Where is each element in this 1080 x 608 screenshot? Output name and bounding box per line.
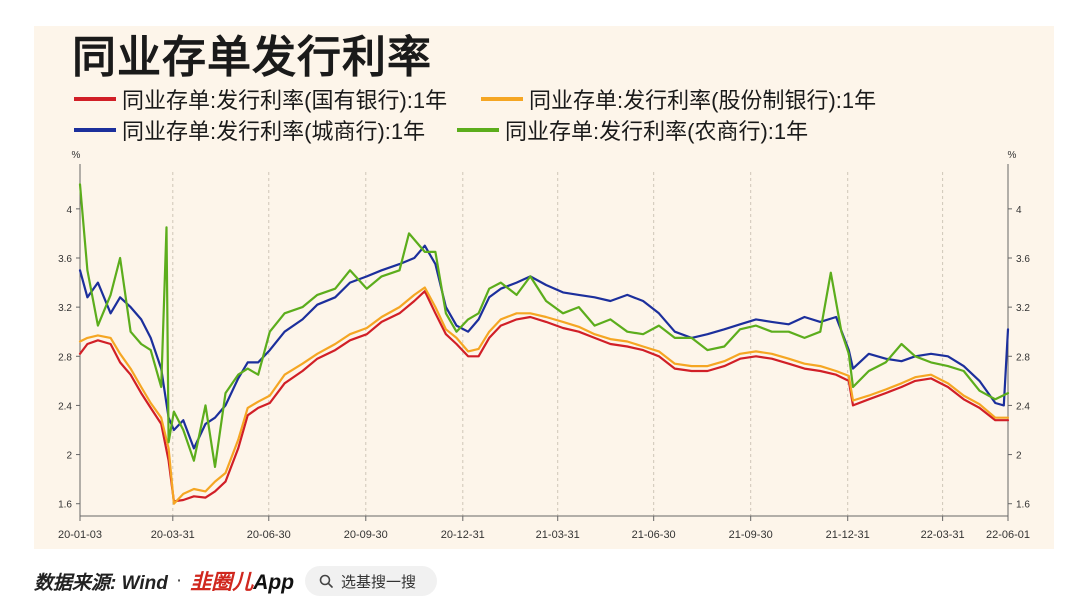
- search-placeholder: 选基搜一搜: [341, 573, 417, 591]
- x-tick-label: 20-01-03: [58, 529, 102, 541]
- brand-suffix: App: [253, 571, 295, 594]
- y-tick-label-right: 3.6: [1016, 254, 1030, 265]
- x-tick-label: 20-03-31: [151, 529, 195, 541]
- brand-logo: 韭圈儿App: [190, 566, 294, 596]
- search-icon: [319, 574, 333, 588]
- legend-item-joint-stock-banks: 同业存单:发行利率(股份制银行):1年: [481, 86, 877, 113]
- x-tick-label: 21-12-31: [826, 529, 870, 541]
- search-input[interactable]: 选基搜一搜: [305, 566, 437, 596]
- legend-swatch: [457, 128, 499, 132]
- legend-label: 同业存单:发行利率(城商行):1年: [122, 119, 426, 144]
- y-tick-label-right: 2.4: [1016, 401, 1030, 412]
- legend-swatch: [74, 97, 116, 101]
- y-tick-label-left: 2.4: [58, 401, 72, 412]
- x-tick-label: 21-03-31: [536, 529, 580, 541]
- chart-panel: [34, 26, 1054, 549]
- legend-label: 同业存单:发行利率(国有银行):1年: [122, 88, 448, 113]
- series-line-2: [78, 244, 1010, 450]
- line-chart: 20-01-03 20-03-31 20-06-30 20-09-30 20-12-31…: [58, 150, 1030, 541]
- y-tick-label-left: 3.2: [58, 303, 72, 314]
- x-tick-label: 20-09-30: [344, 529, 388, 541]
- y-tick-label-left: 3.6: [58, 254, 72, 265]
- x-tick-label: 22-03-31: [921, 529, 965, 541]
- y-tick-label-left: 2.8: [58, 352, 72, 363]
- x-tick-label: 20-06-30: [247, 529, 291, 541]
- y-tick-label-left: 1.6: [58, 500, 72, 511]
- legend-label: 同业存单:发行利率(股份制银行):1年: [529, 88, 877, 113]
- legend-item-rural-commercial-banks: 同业存单:发行利率(农商行):1年: [457, 117, 809, 144]
- x-tick-label: 21-09-30: [729, 529, 773, 541]
- x-tick-label: 22-06-01: [986, 529, 1030, 541]
- y-tick-label-right: 1.6: [1016, 500, 1030, 511]
- y-tick-label-left: 2: [66, 451, 72, 462]
- y-tick-label-right: 2: [1016, 451, 1022, 462]
- x-tick-label: 21-06-30: [632, 529, 676, 541]
- source-text: 数据来源: Wind: [34, 572, 168, 594]
- x-tick-label: 20-12-31: [441, 529, 485, 541]
- legend-item-city-commercial-banks: 同业存单:发行利率(城商行):1年: [74, 117, 426, 144]
- legend-label: 同业存单:发行利率(农商行):1年: [505, 119, 809, 144]
- legend-swatch: [481, 97, 523, 101]
- y-tick-label-right: 4: [1016, 205, 1022, 216]
- y-unit-label-right: %: [1008, 150, 1017, 161]
- y-unit-label-left: %: [72, 150, 81, 161]
- y-tick-label-right: 3.2: [1016, 303, 1030, 314]
- footer: 数据来源: Wind · 韭圈儿App: [34, 566, 294, 596]
- series-line-0: [78, 290, 1010, 503]
- page-title: 同业存单发行利率: [72, 33, 432, 82]
- separator-dot: ·: [175, 570, 183, 591]
- series-line-1: [78, 286, 1010, 505]
- legend-swatch: [74, 128, 116, 132]
- brand-name: 韭圈儿: [190, 571, 254, 594]
- y-tick-label-left: 4: [66, 205, 72, 216]
- y-tick-label-right: 2.8: [1016, 352, 1030, 363]
- series-line-3: [78, 183, 1010, 468]
- legend-item-state-banks: 同业存单:发行利率(国有银行):1年: [74, 86, 448, 113]
